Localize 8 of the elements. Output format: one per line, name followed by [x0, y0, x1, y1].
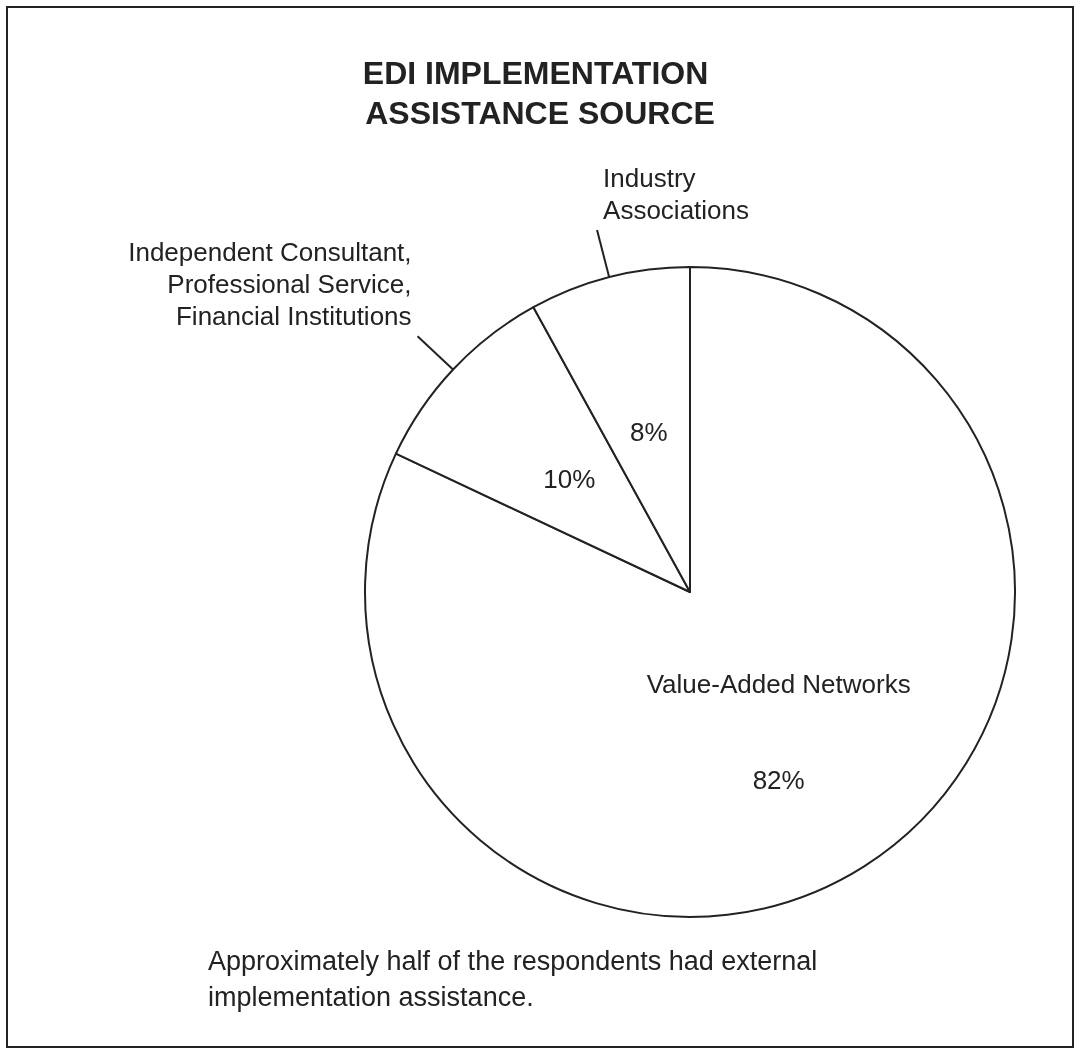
slice-label: Value-Added Networks	[646, 668, 911, 699]
text: Approximately half of the respondents had external implementation assistance.	[208, 946, 818, 1012]
data-label: 82%	[752, 764, 805, 795]
slice-label: Independent Consultant, Professional Service, Financial Institutions	[128, 237, 412, 332]
data-label: 8%	[630, 416, 668, 447]
slice-label: Industry Associations	[603, 162, 750, 225]
data-label: 10%	[543, 463, 596, 494]
chart-title: EDI IMPLEMENTATION ASSISTANCE SOURCE	[362, 55, 718, 131]
